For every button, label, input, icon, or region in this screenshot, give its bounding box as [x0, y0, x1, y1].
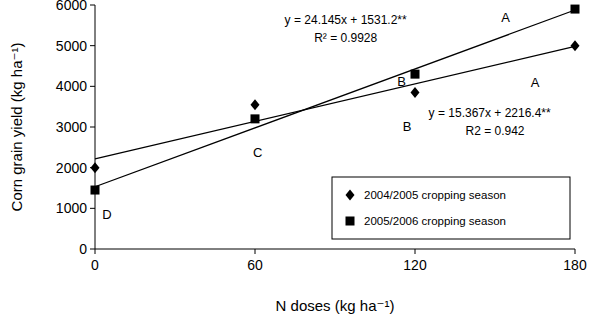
x-tick — [415, 249, 416, 254]
annotation: D — [102, 207, 111, 222]
y-tick-label: 0 — [79, 241, 87, 257]
annotation: y = 15.367x + 2216.4** — [429, 106, 551, 120]
legend — [332, 177, 570, 239]
legend-label: 2004/2005 cropping season — [364, 189, 506, 201]
annotation: y = 24.145x + 1531.2** — [285, 13, 407, 27]
trendline — [95, 10, 575, 187]
annotation: A — [501, 10, 510, 25]
annotation: R2 = 0.942 — [465, 124, 524, 138]
annotation: C — [253, 145, 262, 160]
point — [411, 70, 420, 79]
y-tick-label: 3000 — [56, 119, 87, 135]
y-axis-label: Corn grain yield (kg ha⁻¹) — [8, 43, 25, 212]
legend-marker — [346, 217, 355, 226]
y-tick — [90, 45, 95, 46]
annotation: B — [403, 119, 412, 134]
y-tick-label: 4000 — [56, 78, 87, 94]
y-tick — [90, 208, 95, 209]
y-tick-label: 1000 — [56, 200, 87, 216]
point — [91, 186, 100, 195]
y-tick-label: 2000 — [56, 160, 87, 176]
chart: 0 1000 2000 3000 4000 5000 6000 0 60 120 180 N dose… — [0, 0, 604, 317]
y-tick — [90, 127, 95, 128]
plot-marks — [91, 5, 580, 195]
x-tick-label: 0 — [91, 257, 99, 273]
point — [411, 87, 420, 98]
annotation: A — [531, 75, 540, 90]
y-tick — [90, 5, 95, 6]
x-tick — [255, 249, 256, 254]
x-axis — [95, 249, 575, 250]
legend-label: 2005/2006 cropping season — [364, 215, 506, 227]
y-tick — [90, 249, 95, 250]
point — [91, 162, 100, 173]
x-axis-label: N doses (kg ha⁻¹) — [276, 297, 395, 314]
x-tick-label: 180 — [563, 257, 587, 273]
legend-marker — [346, 190, 355, 201]
x-tick — [95, 249, 96, 254]
y-tick — [90, 86, 95, 87]
annotation: B — [397, 74, 406, 89]
x-tick-label: 60 — [247, 257, 263, 273]
point — [571, 40, 580, 51]
point — [571, 5, 580, 14]
point — [251, 99, 260, 110]
x-tick — [575, 249, 576, 254]
point — [251, 114, 260, 123]
annotation: R² = 0.9928 — [314, 31, 377, 45]
y-tick-label: 5000 — [56, 38, 87, 54]
x-tick-label: 120 — [403, 257, 427, 273]
trendline — [95, 46, 575, 158]
y-tick-label: 6000 — [56, 0, 87, 13]
